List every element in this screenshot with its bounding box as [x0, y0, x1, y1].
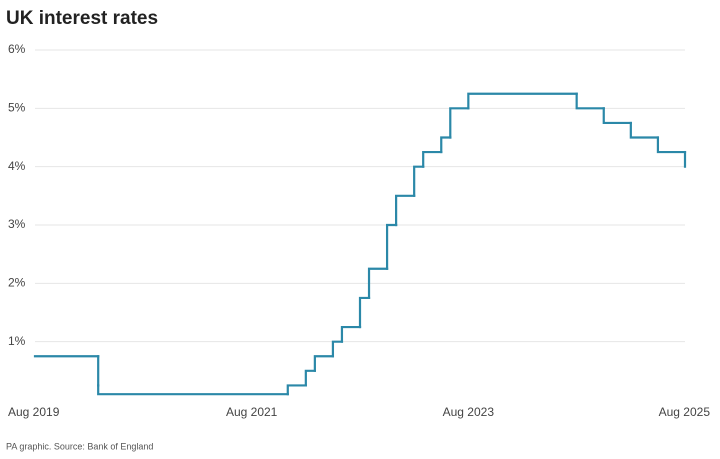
line-step: [313, 355, 335, 372]
line-step: [467, 92, 578, 110]
line-step: [395, 194, 416, 227]
line-step: [602, 107, 632, 125]
y-tick-label: 6%: [8, 42, 26, 56]
line-step: [413, 165, 425, 197]
y-tick-label: 4%: [8, 159, 26, 173]
line-step: [358, 296, 371, 329]
line-step: [656, 136, 687, 154]
line-step: [385, 223, 398, 270]
y-tick-label: 3%: [8, 217, 26, 231]
y-tick-label: 2%: [8, 276, 26, 290]
line-step: [449, 107, 470, 139]
line-step: [340, 325, 362, 343]
chart-title: UK interest rates: [6, 8, 158, 29]
line-step: [367, 267, 389, 300]
line-step: [286, 384, 307, 396]
line-step: [575, 92, 605, 110]
y-tick-label: 1%: [8, 334, 26, 348]
y-tick-label: 5%: [8, 101, 26, 115]
x-tick-label: Aug 2019: [8, 405, 60, 419]
x-tick-label: Aug 2025: [659, 405, 711, 419]
source-note: PA graphic. Source: Bank of England: [6, 441, 153, 451]
line-step: [422, 150, 443, 168]
x-tick-label: Aug 2021: [226, 405, 278, 419]
x-tick-label: Aug 2023: [443, 405, 495, 419]
line-step: [440, 136, 452, 154]
line-step: [304, 369, 316, 387]
line-step: [97, 384, 289, 396]
line-step: [629, 121, 660, 139]
line-step: [331, 340, 344, 358]
